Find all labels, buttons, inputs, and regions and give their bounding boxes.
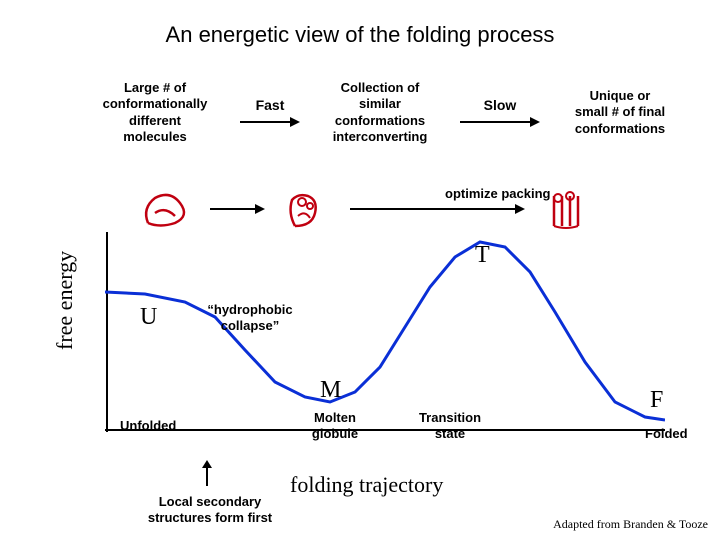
arrow-icon — [350, 201, 525, 217]
secondary-structures-label: Local secondarystructures form first — [125, 494, 295, 525]
hydrophobic-collapse-label: “hydrophobiccollapse” — [200, 302, 300, 333]
unfolded-sketch-icon — [140, 188, 195, 230]
fast-label: Fast — [256, 97, 285, 113]
arrow-icon — [460, 115, 540, 129]
u-letter: U — [140, 304, 157, 331]
arrow-icon — [210, 201, 265, 217]
arrow-icon — [240, 115, 300, 129]
energy-chart: U M T F “hydrophobiccollapse” — [105, 232, 665, 432]
f-letter: F — [650, 387, 663, 414]
credit-text: Adapted from Branden & Tooze — [553, 517, 708, 532]
slow-label: Slow — [484, 97, 517, 113]
sketch-row — [140, 188, 660, 230]
top-left-text: Large # ofconformationallydifferentmolec… — [90, 80, 220, 145]
folded-sketch-icon — [540, 188, 595, 230]
fast-arrow-block: Fast — [240, 97, 300, 129]
page-title: An energetic view of the folding process — [0, 0, 720, 48]
molten-globule-label: Moltenglobule — [305, 410, 365, 441]
slow-arrow-block: Slow — [460, 97, 540, 129]
top-middle-text: Collection ofsimilarconformationsinterco… — [320, 80, 440, 145]
top-row: Large # ofconformationallydifferentmolec… — [90, 80, 680, 145]
m-letter: M — [320, 377, 341, 404]
transition-state-label: Transitionstate — [410, 410, 490, 441]
collapsed-sketch-icon — [280, 188, 335, 230]
up-arrow-icon — [200, 460, 214, 486]
top-right-text: Unique orsmall # of finalconformations — [560, 88, 680, 137]
y-axis-label: free energy — [52, 251, 78, 350]
x-axis-label: folding trajectory — [290, 472, 443, 498]
folded-label: Folded — [645, 426, 688, 442]
t-letter: T — [475, 242, 490, 269]
energy-curve-icon — [105, 232, 665, 432]
unfolded-label: Unfolded — [120, 418, 176, 434]
